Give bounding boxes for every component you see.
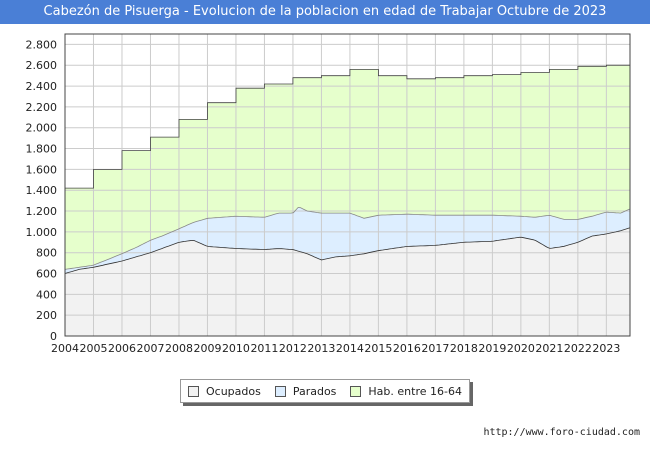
legend-swatch-ocupados bbox=[187, 385, 199, 397]
x-tick-label-12: 2016 bbox=[393, 342, 421, 355]
x-tick-label-11: 2015 bbox=[364, 342, 392, 355]
x-tick-label-17: 2021 bbox=[535, 342, 563, 355]
y-tick-label-4: 800 bbox=[36, 247, 57, 260]
legend-label-parados: Parados bbox=[292, 384, 337, 398]
legend: Ocupados Parados Hab. entre 16-64 bbox=[180, 379, 470, 403]
legend-item-hab: Hab. entre 16-64 bbox=[350, 385, 462, 398]
x-tick-label-14: 2018 bbox=[450, 342, 478, 355]
legend-item-parados: Parados bbox=[274, 384, 337, 398]
chart-title: Cabezón de Pisuerga - Evolucion de la po… bbox=[0, 0, 650, 24]
y-tick-label-7: 1.400 bbox=[26, 184, 58, 197]
y-tick-label-11: 2.200 bbox=[26, 101, 58, 114]
series-line-ocupados bbox=[64, 227, 631, 274]
x-tick-label-9: 2013 bbox=[307, 342, 335, 355]
x-tick-label-6: 2010 bbox=[222, 342, 250, 355]
y-tick-label-9: 1.800 bbox=[26, 143, 58, 156]
legend-label-hab: Hab. entre 16-64 bbox=[368, 384, 462, 398]
y-tick-label-6: 1.200 bbox=[26, 205, 58, 218]
y-tick-label-10: 2.000 bbox=[26, 122, 58, 135]
y-tick-label-12: 2.400 bbox=[26, 80, 58, 93]
y-tick-label-14: 2.800 bbox=[26, 38, 58, 51]
legend-label-ocupados: Ocupados bbox=[205, 384, 261, 398]
legend-item-ocupados: Ocupados bbox=[187, 384, 261, 398]
y-tick-label-1: 200 bbox=[36, 309, 57, 322]
x-tick-label-3: 2007 bbox=[136, 342, 164, 355]
x-tick-label-18: 2022 bbox=[564, 342, 592, 355]
x-tick-label-10: 2014 bbox=[336, 342, 364, 355]
plot-frame bbox=[64, 33, 631, 337]
legend-swatch-hab bbox=[350, 385, 362, 397]
y-tick-label-2: 400 bbox=[36, 288, 57, 301]
y-tick-label-5: 1.000 bbox=[26, 226, 58, 239]
x-tick-label-8: 2012 bbox=[279, 342, 307, 355]
x-tick-label-2: 2006 bbox=[108, 342, 136, 355]
y-tick-label-3: 600 bbox=[36, 268, 57, 281]
x-tick-label-16: 2020 bbox=[507, 342, 535, 355]
x-tick-label-13: 2017 bbox=[421, 342, 449, 355]
x-tick-label-0: 2004 bbox=[51, 342, 79, 355]
legend-swatch-parados bbox=[274, 385, 286, 397]
y-tick-label-0: 0 bbox=[50, 330, 57, 343]
x-tick-label-4: 2008 bbox=[165, 342, 193, 355]
x-tick-label-7: 2011 bbox=[250, 342, 278, 355]
x-tick-label-15: 2019 bbox=[478, 342, 506, 355]
series-line-parados bbox=[64, 207, 631, 270]
x-tick-label-19: 2023 bbox=[592, 342, 620, 355]
x-tick-label-5: 2009 bbox=[193, 342, 221, 355]
x-tick-label-1: 2005 bbox=[79, 342, 107, 355]
source-url: http://www.foro-ciudad.com bbox=[483, 427, 640, 438]
series-line-hab bbox=[65, 64, 630, 189]
y-tick-label-13: 2.600 bbox=[26, 59, 58, 72]
series-area-ocupados bbox=[65, 227, 630, 336]
chart-area: 0 200 400 600 800 1.000 1.200 1.400 1.600 1.800 2.… bbox=[26, 33, 631, 355]
y-tick-label-8: 1.600 bbox=[26, 163, 58, 176]
